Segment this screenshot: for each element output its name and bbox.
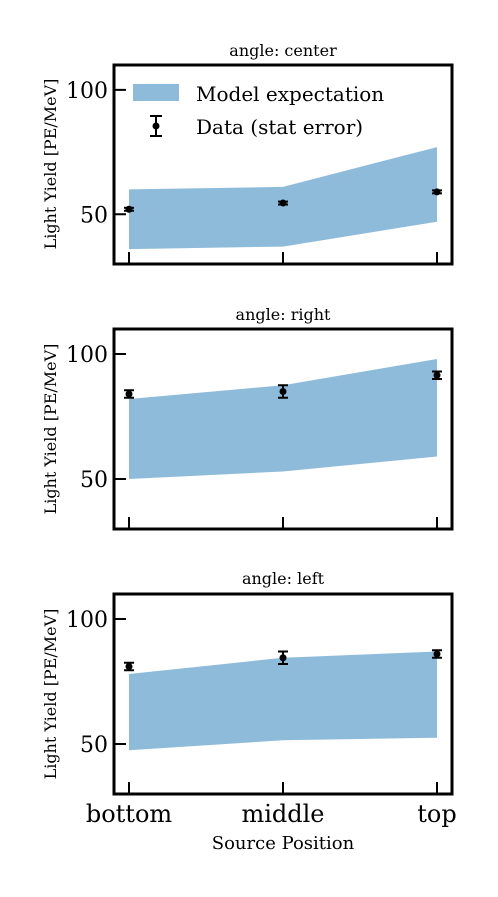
data-point-left-top [433, 650, 441, 658]
legend-label-model: Model expectation [196, 82, 384, 106]
panel-title-center: angle: center [229, 41, 337, 60]
x-tick-label-middle: middle [241, 800, 324, 828]
x-tick-label-bottom: bottom [86, 800, 173, 828]
y-tick-label-left-100: 100 [66, 608, 108, 633]
data-point-center-bottom [125, 205, 133, 213]
model-band-left [129, 651, 437, 751]
y-axis-label-center: Light Yield [PE/MeV] [41, 79, 60, 250]
data-point-center-top [433, 188, 441, 196]
data-point-left-bottom [125, 663, 133, 670]
y-tick-label-right-50: 50 [80, 468, 108, 493]
panel-title-right: angle: right [236, 305, 331, 324]
x-tick-label-top: top [417, 800, 456, 828]
panel-title-left: angle: left [242, 569, 325, 588]
x-axis-label: Source Position [212, 833, 355, 854]
y-tick-label-center-50: 50 [80, 203, 108, 228]
data-point-center-middle [279, 199, 287, 207]
data-point-right-top [433, 371, 441, 379]
panel-right: angle: right 50 100 Light Yield [PE/MeV] [41, 305, 454, 531]
y-tick-label-center-100: 100 [66, 79, 108, 104]
y-tick-label-left-50: 50 [80, 733, 108, 758]
legend-marker-data [152, 122, 160, 130]
data-point-right-bottom [125, 390, 133, 398]
model-band-center [129, 147, 437, 250]
data-point-right-middle [279, 388, 287, 395]
y-axis-label-left: Light Yield [PE/MeV] [41, 609, 60, 780]
legend: Model expectation Data (stat error) [133, 82, 384, 139]
y-axis-label-right: Light Yield [PE/MeV] [41, 344, 60, 515]
legend-swatch-model [133, 84, 179, 101]
model-band-right [129, 359, 437, 479]
y-tick-label-right-100: 100 [66, 343, 108, 368]
panel-center: angle: center 50 100 Light Yield [PE/MeV]… [41, 41, 454, 266]
panel-left: angle: left 50 100 Light Yield [PE/MeV] [41, 569, 454, 796]
legend-label-data: Data (stat error) [196, 115, 363, 139]
data-point-left-middle [279, 654, 287, 662]
